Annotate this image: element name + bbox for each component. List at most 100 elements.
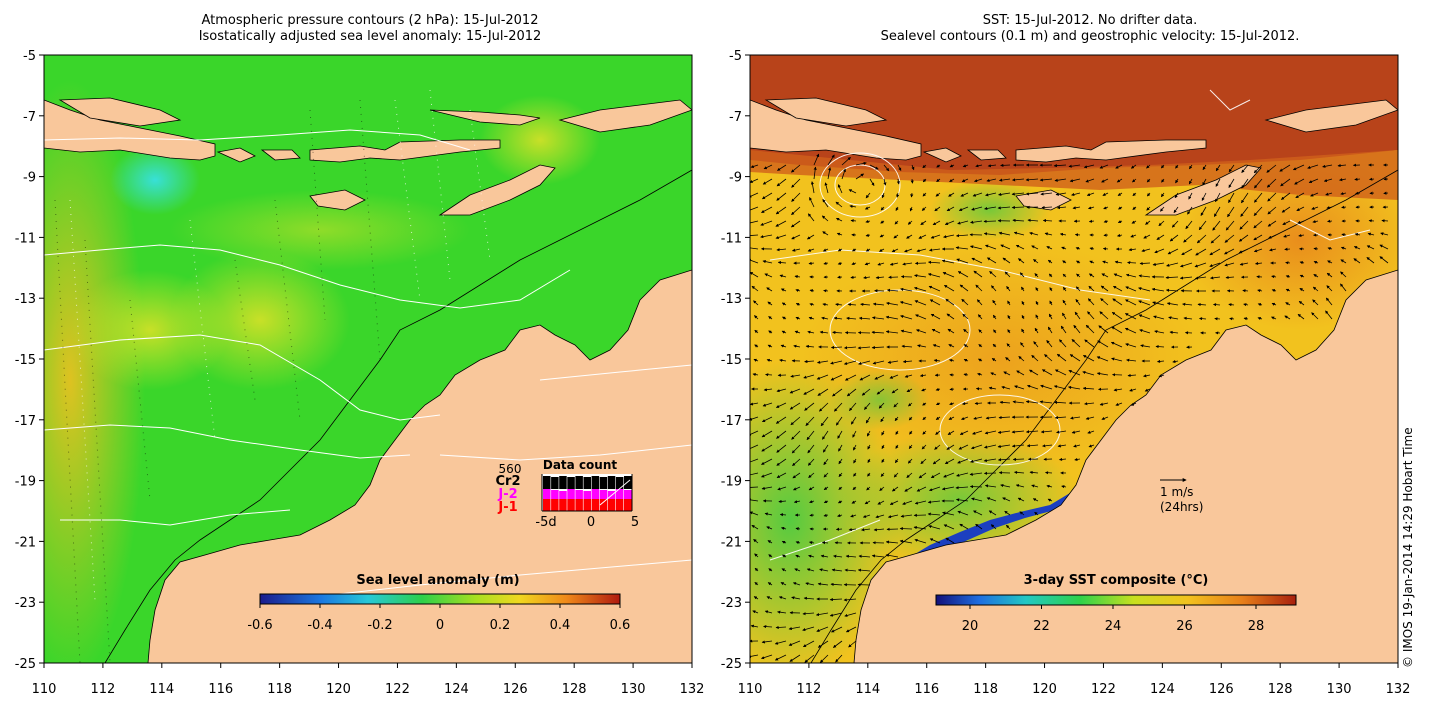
velocity-arrow — [873, 528, 885, 532]
velocity-arrow — [958, 206, 969, 211]
velocity-arrow — [768, 316, 773, 320]
velocity-arrow — [844, 374, 857, 381]
velocity-arrow — [1067, 385, 1081, 390]
velocity-arrow — [908, 416, 913, 421]
velocity-arrow — [1143, 374, 1151, 378]
velocity-arrow — [988, 510, 997, 516]
velocity-arrow — [1096, 372, 1109, 376]
velocity-arrow — [1002, 257, 1011, 264]
velocity-arrow — [970, 444, 983, 450]
data-count-bar-cr2 — [567, 477, 575, 489]
timor — [438, 164, 556, 216]
velocity-arrow — [751, 524, 759, 530]
velocity-arrow — [776, 458, 787, 466]
velocity-arrow — [960, 192, 969, 197]
velocity-arrow — [973, 510, 983, 516]
velocity-arrow — [916, 486, 927, 492]
sla-colorbar: Sea level anomaly (m) -0.6 -0.4 -0.2 0 0.2 0.… — [247, 573, 630, 633]
velocity-arrow — [922, 430, 927, 435]
velocity-arrow — [1056, 353, 1067, 362]
velocity-arrow — [750, 654, 759, 658]
velocity-arrow — [896, 178, 900, 185]
velocity-arrow — [819, 330, 829, 334]
left-y-tick-label: -19 — [15, 475, 36, 490]
velocity-arrow — [765, 373, 773, 377]
velocity-arrow — [1284, 247, 1291, 251]
velocity-arrow — [955, 486, 969, 490]
velocity-arrow — [781, 330, 787, 334]
velocity-arrow — [998, 178, 1011, 182]
velocity-arrow — [830, 345, 843, 350]
velocity-arrow — [1015, 244, 1025, 250]
velocity-arrow — [876, 388, 885, 395]
velocity-arrow — [864, 262, 871, 266]
velocity-arrow — [986, 257, 997, 264]
left-x-tick-label: 130 — [621, 682, 646, 697]
data-count-x-label: -5d — [535, 515, 556, 530]
right-x-tick-label: 130 — [1327, 682, 1352, 697]
velocity-arrow — [1173, 206, 1179, 214]
velocity-arrow — [750, 234, 759, 236]
velocity-arrow — [1257, 317, 1263, 321]
velocity-arrow — [1138, 314, 1151, 320]
velocity-arrow — [914, 538, 927, 544]
velocity-arrow — [835, 302, 843, 307]
velocity-arrow — [846, 388, 857, 397]
velocity-arrow — [1266, 164, 1277, 173]
velocity-arrow — [949, 387, 955, 391]
velocity-arrow — [1379, 256, 1389, 264]
velocity-arrow — [922, 402, 927, 406]
velocity-arrow — [935, 387, 941, 391]
velocity-arrow — [777, 260, 787, 265]
velocity-arrow — [838, 458, 843, 465]
velocity-arrow — [941, 259, 955, 264]
data-count-bar-cr2 — [607, 476, 616, 489]
velocity-arrow — [1285, 275, 1291, 279]
velocity-arrow — [1313, 274, 1319, 278]
velocity-arrow — [992, 314, 997, 320]
bali-lombok — [216, 147, 301, 163]
velocity-arrow — [804, 402, 815, 411]
data-count-max: 560 — [499, 462, 522, 476]
velocity-arrow — [1040, 384, 1053, 390]
velocity-arrow — [1327, 260, 1333, 264]
sst-colorbar: 3-day SST composite (°C) 20 22 24 26 28 — [935, 573, 1297, 634]
velocity-arrow — [865, 192, 871, 199]
velocity-arrow — [791, 192, 801, 202]
left-y-tick-label: -9 — [23, 171, 36, 186]
velocity-arrow — [997, 206, 1011, 210]
velocity-arrow — [775, 402, 787, 408]
velocity-arrow — [1188, 178, 1193, 185]
velocity-arrow — [1040, 192, 1053, 196]
velocity-arrow — [807, 330, 815, 334]
velocity-arrow — [1228, 164, 1235, 173]
velocity-arrow — [1083, 164, 1095, 169]
velocity-arrow — [1029, 369, 1039, 376]
velocity-arrow — [779, 274, 787, 278]
velocity-arrow — [947, 328, 955, 334]
velocity-arrow — [780, 526, 787, 530]
velocity-arrow — [855, 173, 865, 180]
velocity-arrow — [945, 537, 955, 544]
velocity-arrow — [987, 164, 997, 168]
velocity-arrow — [871, 316, 885, 320]
colorbar-tick-label: 24 — [1105, 619, 1122, 634]
data-count-bar-j1 — [624, 499, 632, 511]
velocity-arrow — [990, 372, 997, 376]
velocity-arrow — [927, 260, 941, 264]
velocity-arrow — [1034, 511, 1039, 516]
velocity-arrow — [1003, 371, 1011, 376]
velocity-arrow — [1012, 218, 1025, 222]
velocity-arrow — [849, 402, 857, 412]
right-x-tick-label: 122 — [1091, 682, 1116, 697]
data-count-bar-cr2 — [551, 477, 559, 489]
velocity-arrow — [1210, 234, 1221, 244]
velocity-arrow — [891, 248, 899, 253]
velocity-arrow — [1054, 178, 1067, 182]
velocity-arrow — [781, 568, 787, 572]
velocity-arrow — [1113, 388, 1123, 392]
right-y-tick-label: -13 — [721, 292, 742, 307]
velocity-arrow — [764, 512, 773, 516]
velocity-arrow — [910, 178, 914, 184]
velocity-arrow — [833, 316, 843, 320]
